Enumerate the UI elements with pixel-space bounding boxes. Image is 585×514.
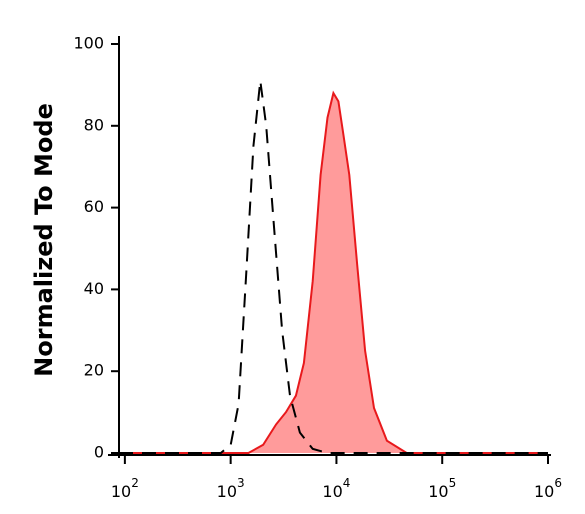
- x-tick-exponent: 5: [449, 476, 457, 490]
- x-tick-exponent: 4: [343, 476, 351, 490]
- y-tick-label: 60: [84, 197, 104, 216]
- x-tick-base: 10: [322, 482, 342, 501]
- x-tick-base: 10: [534, 482, 554, 501]
- x-tick-exponent: 3: [237, 476, 245, 490]
- x-tick-base: 10: [428, 482, 448, 501]
- x-tick-label: 102: [111, 476, 139, 501]
- line: [119, 90, 548, 454]
- y-tick-label: 100: [73, 34, 104, 53]
- x-tick-exponent: 2: [131, 476, 139, 490]
- y-tick-label: 40: [84, 279, 104, 298]
- x-tick-label: 106: [534, 476, 562, 501]
- line: [119, 80, 548, 454]
- x-tick-exponent: 6: [554, 476, 562, 490]
- y-tick-label: 20: [84, 361, 104, 380]
- x-tick-label: 105: [428, 476, 456, 501]
- x-tick-label: 104: [322, 476, 350, 501]
- y-axis-label: Normalized To Mode: [30, 103, 58, 377]
- area: [119, 93, 548, 453]
- x-tick-label: 103: [217, 476, 245, 501]
- x-tick-base: 10: [111, 482, 131, 501]
- y-tick-label: 80: [84, 115, 104, 134]
- x-tick-base: 10: [217, 482, 237, 501]
- y-tick-label: 0: [94, 443, 104, 462]
